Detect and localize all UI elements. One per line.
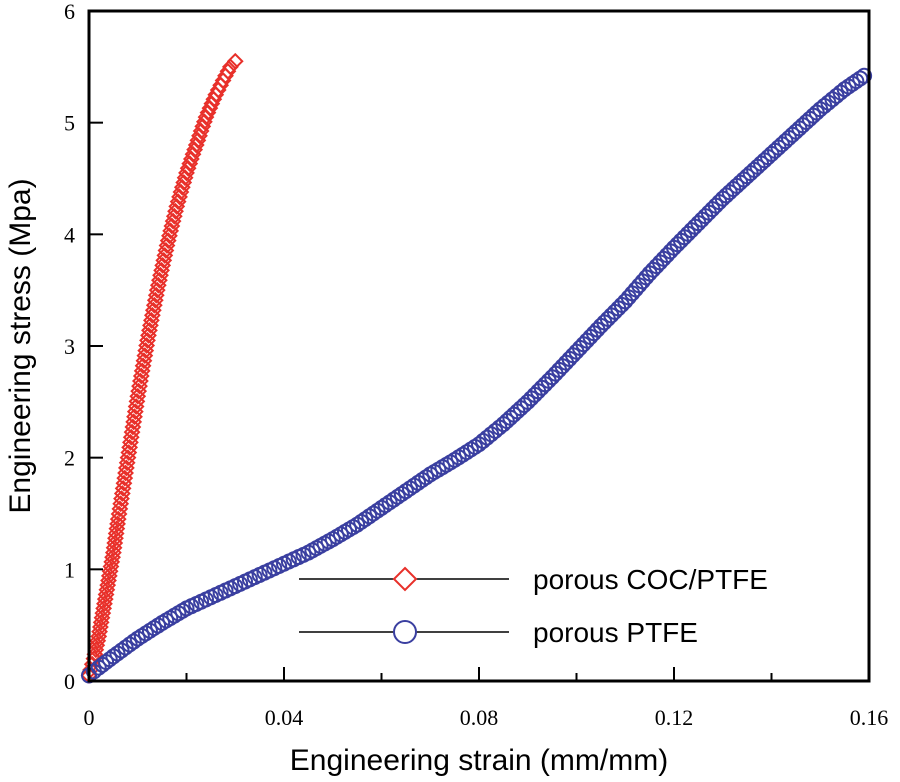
data-point	[401, 480, 418, 497]
data-point	[393, 485, 410, 502]
x-axis-title: Engineering strain (mm/mm)	[290, 744, 668, 777]
data-point	[141, 622, 158, 639]
data-point	[125, 633, 142, 650]
data-point	[406, 477, 422, 494]
data-point	[221, 58, 239, 76]
data-point	[377, 497, 394, 514]
data-point	[462, 441, 479, 458]
data-point	[357, 511, 374, 528]
data-point	[852, 70, 869, 87]
data-point	[414, 472, 431, 488]
legend-label: porous PTFE	[533, 617, 698, 648]
data-point	[454, 446, 471, 463]
data-point	[397, 483, 414, 500]
data-point	[133, 627, 150, 644]
data-point	[349, 516, 366, 533]
x-tick-label: 0.04	[265, 705, 304, 730]
data-point	[410, 474, 427, 491]
data-point	[219, 62, 237, 80]
y-tick-label: 2	[64, 446, 75, 471]
data-point	[381, 494, 398, 511]
data-point	[226, 52, 244, 70]
x-tick-label: 0.16	[850, 705, 889, 730]
y-tick-label: 3	[64, 334, 75, 359]
data-point	[150, 617, 167, 634]
x-tick-label: 0	[84, 705, 95, 730]
legend-marker	[392, 566, 418, 592]
legend: porous COC/PTFE porous PTFE	[299, 564, 768, 648]
data-point	[137, 625, 154, 642]
data-point	[418, 469, 435, 486]
data-point	[458, 444, 475, 461]
y-tick-label: 4	[64, 222, 75, 247]
legend-item: porous PTFE	[299, 617, 698, 648]
data-point	[385, 491, 402, 508]
y-tick-label: 1	[64, 557, 75, 582]
data-point	[389, 488, 406, 505]
y-tick-label: 5	[64, 111, 75, 136]
data-point	[365, 505, 382, 522]
y-tick-label: 6	[64, 0, 75, 24]
data-point	[450, 449, 467, 466]
y-axis-title: Engineering stress (Mpa)	[4, 178, 37, 513]
series-coc-ptfe	[80, 52, 244, 684]
ticks-layer: 0 0.04 0.08 0.12 0.16 0 1 2 3 4 5 6	[64, 0, 888, 730]
y-tick-label: 0	[64, 669, 75, 694]
data-point	[446, 451, 463, 468]
series-layer	[80, 52, 873, 684]
data-point	[129, 630, 146, 647]
data-point	[369, 502, 386, 519]
legend-item: porous COC/PTFE	[299, 564, 768, 595]
data-point	[146, 620, 162, 637]
x-tick-label: 0.08	[460, 705, 499, 730]
series-ptfe	[81, 67, 873, 684]
legend-label: porous COC/PTFE	[533, 564, 768, 595]
data-point	[373, 499, 390, 516]
data-point	[353, 513, 370, 530]
legend-marker	[393, 620, 417, 644]
data-point	[856, 67, 873, 84]
data-point	[361, 508, 378, 525]
x-tick-label: 0.12	[655, 705, 694, 730]
